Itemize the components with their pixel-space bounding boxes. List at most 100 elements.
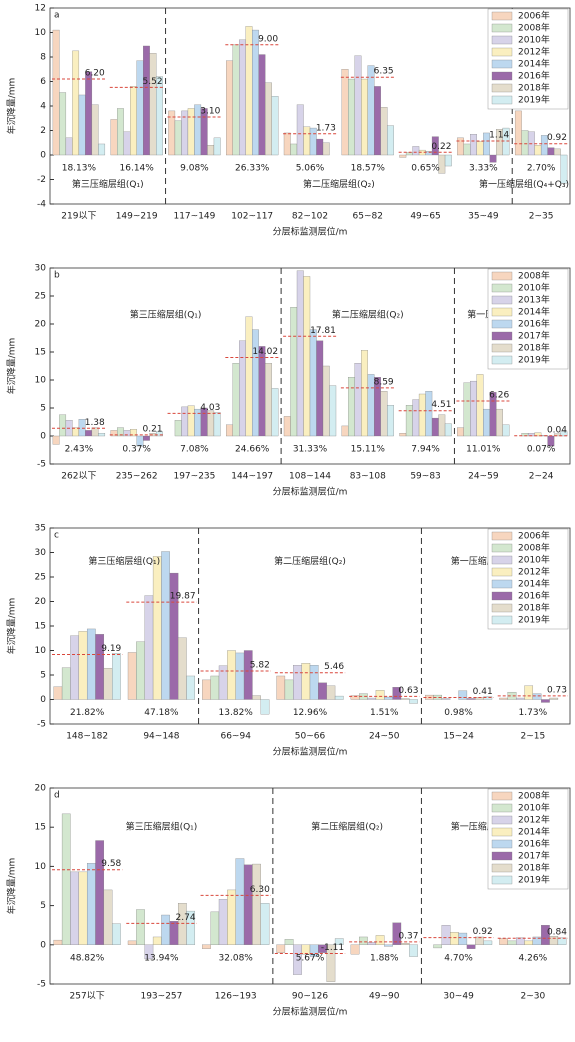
bar (202, 679, 211, 700)
bar (444, 154, 452, 167)
bar (405, 405, 413, 437)
bar (387, 125, 394, 156)
bar (425, 391, 433, 437)
bar (235, 858, 245, 945)
bar (444, 423, 452, 437)
bar (95, 634, 105, 700)
bar (161, 551, 170, 700)
share-label: 21.82% (70, 708, 105, 718)
bar (380, 107, 388, 156)
bar (374, 86, 381, 156)
bar (239, 39, 246, 156)
bar (91, 427, 99, 437)
y-axis-label: 年沉降量/mm (6, 338, 18, 395)
legend-label: 2010年 (518, 282, 550, 294)
y-tick-label: 35 (35, 524, 46, 534)
legend-swatch (491, 839, 513, 849)
bar (169, 572, 179, 700)
bar (384, 944, 393, 947)
bar (514, 110, 522, 156)
legend-box (487, 528, 569, 630)
bar (61, 667, 71, 700)
bar (258, 54, 266, 156)
bar (187, 405, 195, 437)
bar (293, 944, 302, 975)
bar (276, 944, 286, 953)
bar (186, 910, 196, 945)
legend-swatch (491, 531, 513, 541)
bar (524, 685, 534, 700)
mean-label: 14.02 (252, 347, 278, 357)
legend-swatch (491, 11, 513, 21)
bar (144, 595, 154, 700)
bar (387, 405, 394, 437)
bar (367, 942, 377, 945)
bar (52, 29, 60, 156)
bar (322, 142, 330, 156)
legend-label: 2018年 (518, 862, 550, 874)
bar (252, 329, 259, 437)
y-tick-label: 15 (35, 348, 46, 358)
bar (271, 96, 279, 156)
bar (265, 363, 272, 437)
bar (156, 431, 163, 437)
bar (466, 698, 476, 700)
mean-label: 0.84 (547, 928, 567, 938)
legend-swatch (491, 555, 513, 565)
bar (361, 350, 368, 437)
bar (470, 134, 477, 156)
y-tick-label: 25 (35, 292, 46, 302)
y-tick-label: 20 (35, 597, 47, 607)
bar (380, 391, 388, 437)
legend-label: 2017年 (518, 850, 550, 862)
share-label: 4.70% (444, 953, 473, 963)
bar (334, 938, 344, 945)
legend-label: 2016年 (518, 838, 550, 850)
y-tick-label: -5 (37, 980, 46, 990)
legend-swatch (491, 47, 513, 57)
legend-label: 2018年 (518, 602, 550, 614)
bar (149, 53, 157, 156)
share-label: 48.82% (70, 953, 105, 963)
bar (412, 146, 420, 156)
share-label: 3.33% (469, 164, 498, 174)
bar (476, 141, 484, 156)
legend-label: 2014年 (518, 306, 550, 318)
bar (418, 393, 426, 437)
y-tick-label: 0 (40, 151, 46, 161)
mean-label: 5.82 (250, 660, 270, 670)
y-tick-label: 0 (40, 432, 46, 442)
x-tick-label: 50~66 (295, 732, 326, 742)
bar (227, 889, 236, 945)
x-tick-label: 2~30 (520, 992, 545, 1002)
x-tick-label: 262以下 (61, 472, 96, 482)
plot-frame (49, 267, 571, 465)
share-label: 0.07% (527, 445, 556, 455)
bar (86, 863, 96, 945)
y-tick-label: -5 (37, 720, 46, 730)
bar (110, 119, 118, 156)
bar (177, 903, 187, 945)
bar (152, 556, 162, 700)
x-tick-label: 235~262 (116, 472, 158, 482)
bar (59, 92, 67, 156)
x-tick-label: 219以下 (61, 212, 96, 222)
x-tick-label: 30~49 (443, 992, 474, 1002)
bar (458, 932, 468, 945)
bar (85, 71, 93, 156)
x-tick-label: 94~148 (143, 732, 179, 742)
share-label: 2.70% (527, 164, 556, 174)
bar (53, 939, 63, 945)
mean-label: 3.10 (200, 107, 220, 117)
bar (227, 650, 236, 700)
bar (431, 136, 439, 156)
mean-label: 0.04 (547, 425, 567, 435)
y-tick-label: 0 (40, 940, 46, 950)
bar (53, 686, 63, 700)
legend-label: 2010年 (518, 34, 550, 46)
bar (463, 382, 471, 437)
bar (375, 935, 385, 945)
bar (98, 143, 106, 156)
bar (303, 126, 311, 156)
legend-swatch (491, 543, 513, 553)
